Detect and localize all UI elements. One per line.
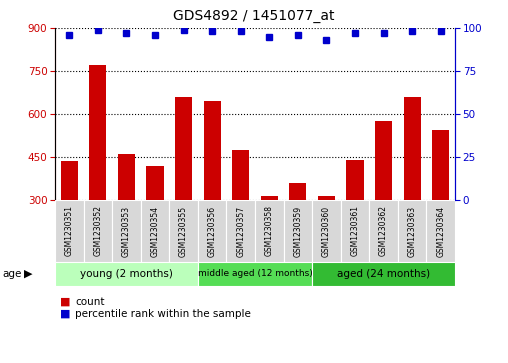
Text: GSM1230360: GSM1230360	[322, 205, 331, 257]
Bar	[432, 130, 449, 286]
Text: aged (24 months): aged (24 months)	[337, 269, 430, 279]
Bar	[146, 166, 164, 286]
Bar	[341, 200, 369, 262]
Bar	[198, 200, 227, 262]
Text: GSM1230358: GSM1230358	[265, 205, 274, 257]
Text: GSM1230362: GSM1230362	[379, 205, 388, 257]
Text: GSM1230355: GSM1230355	[179, 205, 188, 257]
Bar	[89, 65, 107, 286]
Bar	[61, 161, 78, 286]
Text: GSM1230363: GSM1230363	[407, 205, 417, 257]
Text: percentile rank within the sample: percentile rank within the sample	[75, 309, 251, 319]
Bar	[198, 262, 312, 286]
Bar	[375, 121, 392, 286]
Bar	[118, 154, 135, 286]
Text: GSM1230351: GSM1230351	[65, 205, 74, 257]
Bar	[369, 200, 398, 262]
Text: ■: ■	[60, 309, 71, 319]
Bar	[318, 196, 335, 286]
Bar	[398, 200, 426, 262]
Bar	[255, 200, 283, 262]
Text: middle aged (12 months): middle aged (12 months)	[198, 269, 312, 278]
Bar	[283, 200, 312, 262]
Bar	[112, 200, 141, 262]
Bar	[312, 200, 341, 262]
Text: ■: ■	[60, 297, 71, 307]
Bar	[232, 150, 249, 286]
Text: GDS4892 / 1451077_at: GDS4892 / 1451077_at	[173, 9, 335, 23]
Text: GSM1230353: GSM1230353	[122, 205, 131, 257]
Text: GSM1230356: GSM1230356	[208, 205, 216, 257]
Bar	[55, 262, 198, 286]
Bar	[141, 200, 169, 262]
Text: count: count	[75, 297, 105, 307]
Bar	[312, 262, 455, 286]
Bar	[346, 160, 364, 286]
Text: GSM1230359: GSM1230359	[293, 205, 302, 257]
Text: GSM1230352: GSM1230352	[93, 205, 102, 257]
Text: GSM1230357: GSM1230357	[236, 205, 245, 257]
Bar	[403, 97, 421, 286]
Text: GSM1230364: GSM1230364	[436, 205, 445, 257]
Text: age: age	[3, 269, 22, 279]
Bar	[227, 200, 255, 262]
Bar	[426, 200, 455, 262]
Bar	[169, 200, 198, 262]
Bar	[55, 200, 84, 262]
Bar	[289, 183, 306, 286]
Bar	[261, 196, 278, 286]
Text: ▶: ▶	[24, 269, 32, 279]
Bar	[175, 97, 192, 286]
Bar	[84, 200, 112, 262]
Text: GSM1230361: GSM1230361	[351, 205, 360, 257]
Bar	[204, 101, 220, 286]
Text: young (2 months): young (2 months)	[80, 269, 173, 279]
Text: GSM1230354: GSM1230354	[150, 205, 160, 257]
